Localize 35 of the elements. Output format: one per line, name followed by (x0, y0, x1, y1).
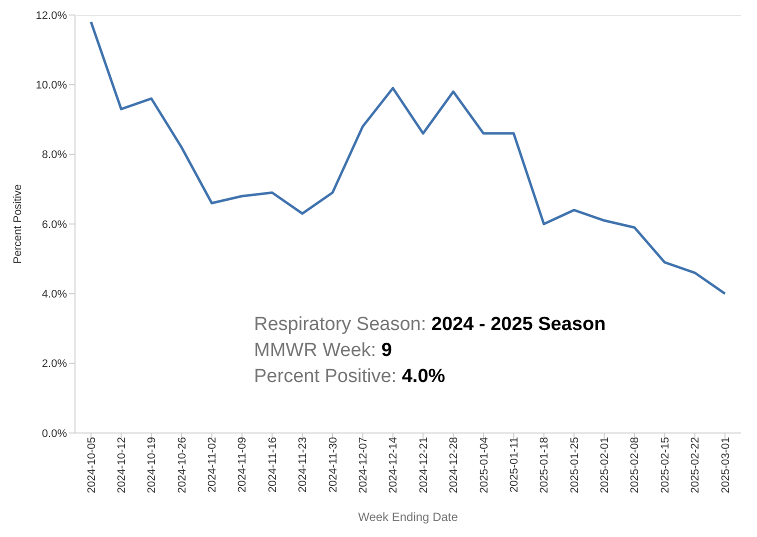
x-tick-label: 2024-12-07 (358, 437, 370, 494)
x-tick-label: 2025-01-18 (538, 437, 551, 494)
x-tick-label: 2025-01-25 (568, 437, 581, 494)
x-tick-label: 2025-02-15 (659, 437, 672, 494)
x-tick-label: 2024-11-09 (236, 437, 249, 492)
line-series (90, 20, 726, 295)
y-tick-label: 8.0% (42, 149, 68, 162)
x-tick-label: 2024-11-30 (327, 437, 340, 492)
annotation: MMWR Week: 9 (254, 340, 392, 361)
x-tick-label: 2024-10-19 (146, 437, 158, 494)
y-tick-label: 12.0% (36, 10, 68, 22)
x-tick-label: 2024-12-14 (388, 437, 400, 494)
x-tick-label: 2025-02-08 (629, 437, 642, 494)
x-tick-label: 2025-01-11 (508, 437, 520, 492)
x-tick-label: 2025-02-22 (690, 437, 702, 494)
x-tick-label: 2025-03-01 (720, 437, 732, 494)
x-tick-label: 2025-02-01 (599, 437, 612, 494)
annotation: Percent Positive: 4.0% (254, 366, 446, 387)
y-tick-label: 0.0% (42, 428, 68, 440)
x-axis-title: Week Ending Date (358, 510, 458, 524)
x-tick-label: 2025-01-04 (478, 437, 490, 494)
x-tick-label: 2024-12-21 (418, 437, 430, 494)
y-tick-label: 6.0% (42, 218, 68, 231)
annotation: Respiratory Season: 2024 - 2025 Season (254, 314, 606, 335)
x-tick-label: 2024-10-12 (116, 437, 128, 494)
x-tick-label: 2024-10-26 (176, 437, 188, 494)
y-tick-label: 10.0% (36, 80, 68, 92)
y-axis-title: Percent Positive (12, 184, 24, 264)
y-tick-label: 4.0% (42, 288, 68, 301)
x-tick-label: 2024-11-02 (206, 437, 219, 492)
x-tick-label: 2024-11-23 (297, 437, 310, 492)
x-tick-label: 2024-10-05 (86, 437, 98, 494)
x-tick-label: 2024-11-16 (266, 437, 279, 492)
x-tick-label: 2024-12-28 (448, 437, 460, 494)
y-tick-label: 2.0% (42, 358, 68, 370)
